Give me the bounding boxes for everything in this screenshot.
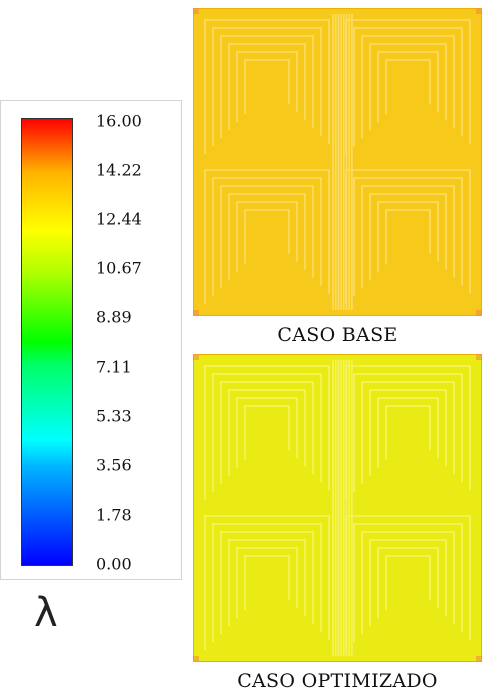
panel-border	[193, 354, 482, 662]
channel-path	[385, 209, 431, 264]
channel-path	[244, 209, 290, 264]
channel-path	[220, 185, 314, 288]
corner-hotspot	[193, 8, 199, 14]
tick-label: 10.67	[96, 258, 142, 278]
channel-path	[204, 169, 330, 304]
contour-panel-base	[193, 8, 482, 316]
panel-border	[193, 8, 482, 316]
channel-path	[377, 51, 439, 122]
channel-path	[220, 531, 314, 634]
corner-hotspot	[476, 354, 482, 360]
channel-path	[361, 531, 455, 634]
channel-path	[220, 381, 314, 484]
channel-path	[244, 555, 290, 610]
channel-lines	[204, 360, 471, 656]
channel-path	[369, 389, 447, 476]
channel-path	[204, 515, 330, 650]
channel-path	[204, 365, 330, 500]
tick-label: 16.00	[96, 111, 142, 131]
channel-path	[385, 59, 431, 114]
tick-label: 0.00	[96, 554, 132, 574]
channel-path	[361, 381, 455, 484]
corner-hotspot	[476, 656, 482, 662]
caption-optimized: CASO OPTIMIZADO	[237, 670, 438, 692]
channel-path	[361, 35, 455, 138]
serpentine-contour-optimized	[193, 354, 482, 662]
channel-path	[385, 405, 431, 460]
channel-path	[353, 523, 463, 642]
colorbar	[21, 118, 73, 566]
channel-path	[228, 389, 306, 476]
tick-label: 8.89	[96, 307, 132, 327]
channel-path	[353, 27, 463, 146]
tick-label: 14.22	[96, 160, 142, 180]
channel-path	[212, 177, 322, 296]
channel-path	[377, 547, 439, 618]
channel-path	[236, 547, 298, 618]
serpentine-contour-base	[193, 8, 482, 316]
channel-path	[377, 397, 439, 468]
channel-path	[377, 201, 439, 272]
channel-path	[220, 35, 314, 138]
channel-path	[212, 27, 322, 146]
variable-symbol: λ	[34, 590, 58, 636]
corner-hotspot	[193, 656, 199, 662]
caption-base: CASO BASE	[277, 324, 398, 346]
channel-path	[353, 177, 463, 296]
channel-path	[228, 539, 306, 626]
panel-background	[193, 354, 482, 662]
corner-hotspot	[193, 310, 199, 316]
channel-lines	[204, 14, 471, 310]
channel-path	[236, 51, 298, 122]
channel-path	[244, 59, 290, 114]
channel-path	[369, 193, 447, 280]
channel-path	[236, 397, 298, 468]
channel-path	[244, 405, 290, 460]
corner-hotspot	[476, 8, 482, 14]
tick-label: 12.44	[96, 209, 142, 229]
corner-hotspot	[193, 354, 199, 360]
channel-path	[369, 539, 447, 626]
channel-path	[212, 373, 322, 492]
corner-hotspot	[476, 310, 482, 316]
channel-path	[361, 185, 455, 288]
panel-background	[193, 8, 482, 316]
channel-path	[353, 373, 463, 492]
contour-panel-optimized	[193, 354, 482, 662]
channel-path	[236, 201, 298, 272]
tick-label: 1.78	[96, 505, 132, 525]
channel-path	[228, 43, 306, 130]
tick-label: 7.11	[96, 357, 132, 377]
channel-path	[212, 523, 322, 642]
tick-label: 3.56	[96, 455, 132, 475]
channel-path	[369, 43, 447, 130]
channel-path	[228, 193, 306, 280]
tick-label: 5.33	[96, 406, 132, 426]
channel-path	[204, 19, 330, 154]
channel-path	[385, 555, 431, 610]
